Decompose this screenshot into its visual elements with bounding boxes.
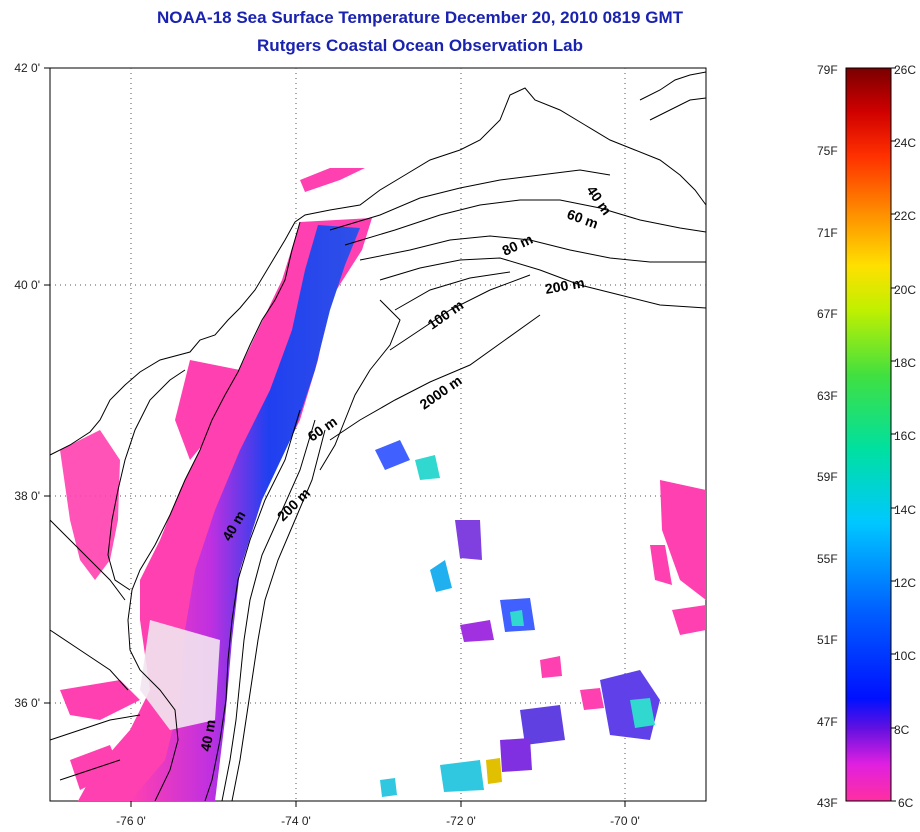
coastline [49,71,707,802]
map-title: NOAA-18 Sea Surface Temperature December… [157,8,683,27]
lon-label: -72 0' [446,814,476,828]
lat-label: 40 0' [14,278,40,292]
colorbar-f-label: 79F [817,63,838,77]
colorbar-f-label: 51F [817,633,838,647]
colorbar-c-label: 8C [894,723,910,737]
colorbar-c-label: 14C [894,503,916,517]
colorbar-f-label: 43F [817,796,838,810]
bathymetry-contours [204,169,707,802]
lon-label: -76 0' [116,814,146,828]
colorbar-f-label: 55F [817,552,838,566]
contour-label: 40 m [197,718,218,752]
lon-label: -70 0' [610,814,640,828]
contour-label: 200 m [544,274,586,297]
map-subtitle: Rutgers Coastal Ocean Observation Lab [257,36,583,55]
lat-label: 42 0' [14,61,40,75]
colorbar-c-label: 18C [894,356,916,370]
colorbar-f-label: 59F [817,470,838,484]
longitude-labels: -76 0' -74 0' -72 0' -70 0' [116,814,640,828]
colorbar-f-label: 47F [817,715,838,729]
colorbar-f-label: 63F [817,389,838,403]
axis-ticks [44,67,626,807]
colorbar-c-label: 22C [894,209,916,223]
colorbar-c-label: 12C [894,576,916,590]
colorbar-f-label: 67F [817,307,838,321]
lon-label: -74 0' [281,814,311,828]
colorbar-scale [845,67,892,802]
colorbar: 79F 75F 71F 67F 63F 59F 55F 51F 47F 43F … [817,63,916,810]
colorbar-f-label: 71F [817,226,838,240]
colorbar-c-label: 26C [894,63,916,77]
lat-label: 36 0' [14,696,40,710]
latitude-labels: 42 0' 40 0' 38 0' 36 0' [14,61,40,710]
colorbar-c-label: 24C [894,136,916,150]
colorbar-c-label: 6C [898,796,914,810]
colorbar-c-label: 10C [894,649,916,663]
lat-label: 38 0' [14,489,40,503]
colorbar-c-label: 16C [894,429,916,443]
sst-coverage [60,168,706,801]
colorbar-c-label: 20C [894,283,916,297]
colorbar-f-label: 75F [817,144,838,158]
